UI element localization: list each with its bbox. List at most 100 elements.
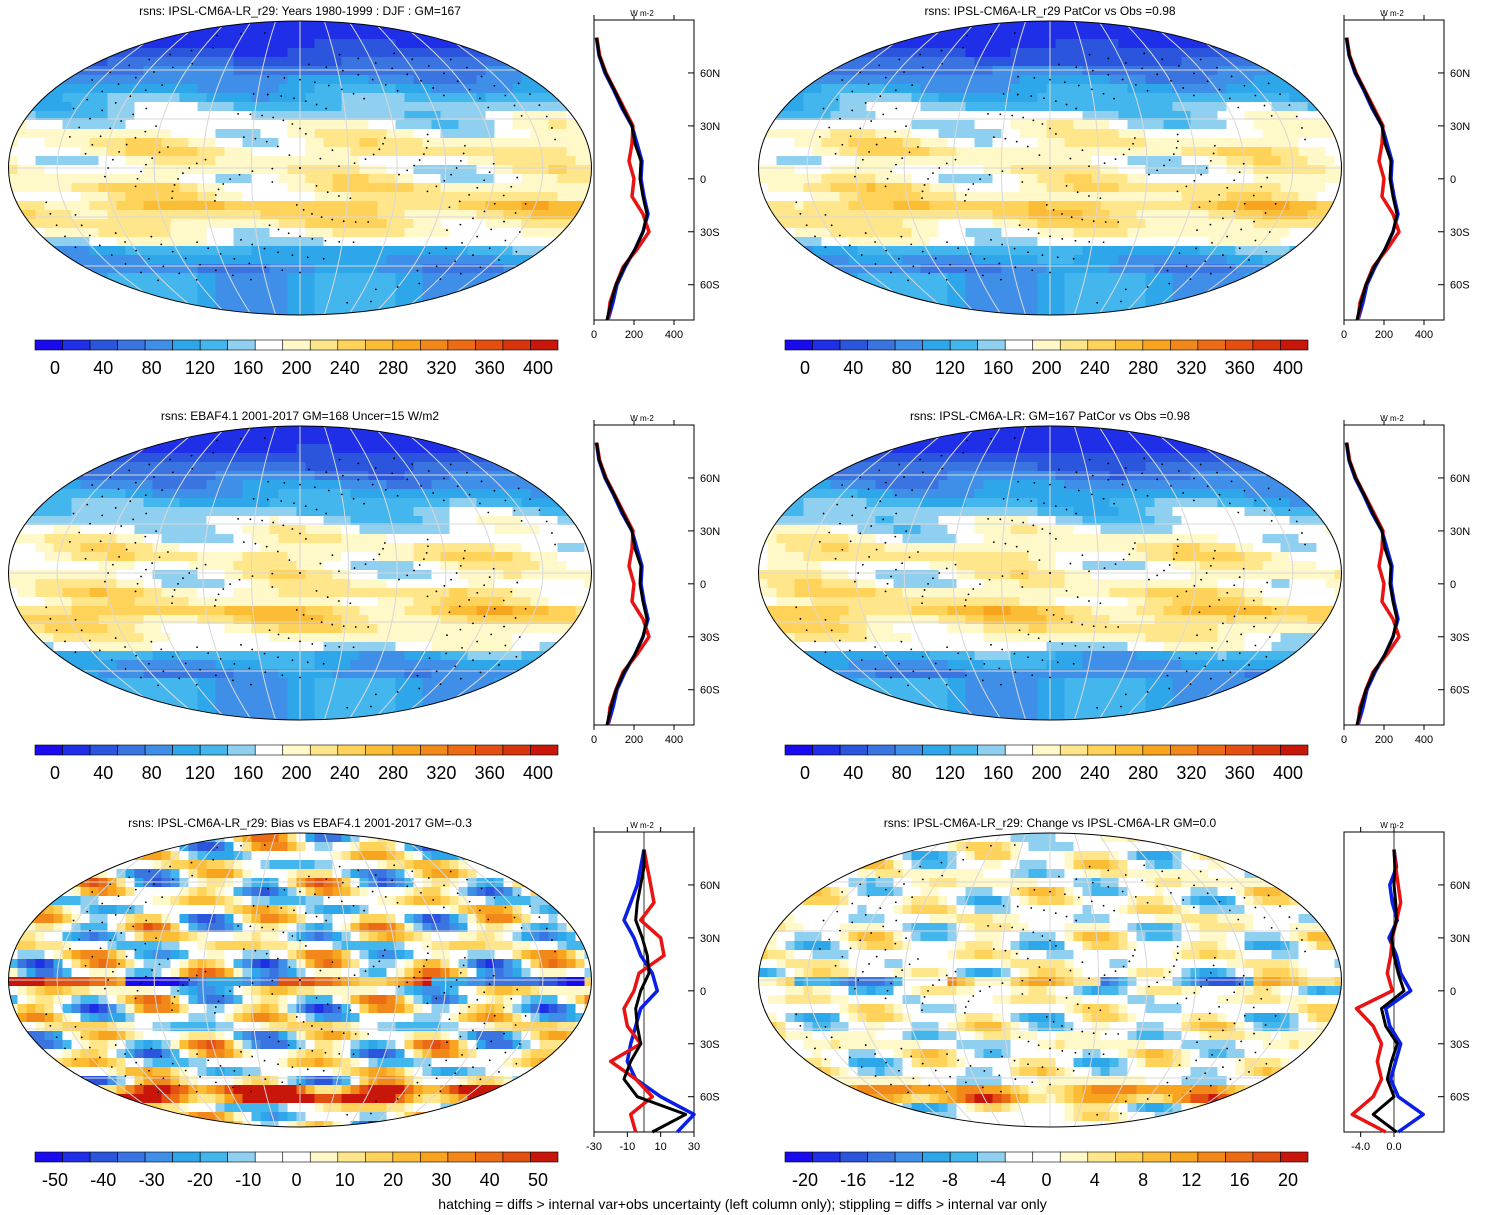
zonal-lat-label: 30N xyxy=(1450,121,1470,133)
footer-note: hatching = diffs > internal var+obs unce… xyxy=(438,1196,1047,1212)
zonal-mean-plot: W m-2 0 200 400 60N 30N 0 30S 60S xyxy=(591,9,720,341)
colorbar-swatch xyxy=(1197,339,1226,351)
colorbar-swatch xyxy=(1087,339,1116,351)
colorbar-swatch xyxy=(420,339,449,351)
colorbar-swatch xyxy=(1252,1151,1281,1163)
map-border xyxy=(758,425,1342,721)
colorbar-tick: 80 xyxy=(142,358,162,378)
colorbar-tick: -20 xyxy=(792,1170,818,1190)
map-border xyxy=(8,425,592,721)
colorbar-tick: 40 xyxy=(480,1170,500,1190)
panel-title: rsns: EBAF4.1 2001-2017 GM=168 Uncer=15 … xyxy=(161,409,439,423)
colorbar-swatch xyxy=(89,744,118,756)
colorbar-swatch xyxy=(1115,744,1144,756)
zonal-units: W m-2 xyxy=(1380,414,1404,423)
zonal-xtick-label: 10 xyxy=(655,1141,667,1153)
zonal-units: W m-2 xyxy=(630,821,654,830)
zonal-xtick-label: -30 xyxy=(586,1141,602,1153)
colorbar-tick: -8 xyxy=(942,1170,958,1190)
map-field xyxy=(758,833,1342,1127)
colorbar-swatch xyxy=(1170,1151,1199,1163)
colorbar-swatch xyxy=(1280,339,1309,351)
zonal-lat-label: 30N xyxy=(700,933,720,945)
colorbar-tick: 200 xyxy=(1031,358,1061,378)
colorbar-swatch xyxy=(475,1151,504,1163)
colorbar-swatch xyxy=(530,1151,559,1163)
colorbar-swatch xyxy=(34,1151,63,1163)
colorbar-swatch xyxy=(227,339,256,351)
colorbar: 0 40 80 120 160 200 240 280 320 360 400 xyxy=(34,744,559,783)
colorbar-swatch xyxy=(1225,744,1254,756)
colorbar-swatch xyxy=(1059,1151,1089,1163)
colorbar-swatch xyxy=(894,744,923,756)
chart-panel-patcor_top: rsns: IPSL-CM6A-LR_r29 PatCor vs Obs =0.… xyxy=(758,4,1470,378)
colorbar-tick: 400 xyxy=(523,763,553,783)
zonal-mean-plot: W m-2 -4.0 0.0 60N 30N 0 30S 60S xyxy=(1343,821,1470,1153)
colorbar-tick: 280 xyxy=(1128,358,1158,378)
zonal-lat-label: 60N xyxy=(1450,68,1470,80)
colorbar-swatch xyxy=(1197,1151,1226,1163)
zonal-lat-label: 30N xyxy=(1450,933,1470,945)
colorbar-tick: 320 xyxy=(426,763,456,783)
zonal-lat-label: 60N xyxy=(1450,473,1470,485)
map-field xyxy=(8,426,592,720)
panel-title: rsns: IPSL-CM6A-LR_r29: Bias vs EBAF4.1 … xyxy=(128,816,472,830)
colorbar-tick: 160 xyxy=(233,763,263,783)
zonal-frame xyxy=(1343,19,1445,321)
colorbar-tick: -4 xyxy=(990,1170,1006,1190)
zonal-frame xyxy=(1343,424,1445,726)
colorbar-swatch xyxy=(949,1151,978,1163)
zonal-xtick-label: 400 xyxy=(1415,329,1433,341)
colorbar-swatch xyxy=(365,339,394,351)
map-field xyxy=(758,21,1342,315)
zonal-lat-label: 60N xyxy=(700,880,720,892)
colorbar-tick: 16 xyxy=(1230,1170,1250,1190)
chart-panel-change: rsns: IPSL-CM6A-LR_r29: Change vs IPSL-C… xyxy=(758,816,1470,1190)
zonal-lat-label: 0 xyxy=(1450,579,1456,591)
colorbar-tick: -30 xyxy=(139,1170,165,1190)
map-border xyxy=(8,832,592,1128)
colorbar-tick: -50 xyxy=(42,1170,68,1190)
colorbar-swatch xyxy=(1225,1151,1254,1163)
colorbar-swatch xyxy=(172,339,201,351)
colorbar-swatch xyxy=(839,1151,868,1163)
colorbar: 0 40 80 120 160 200 240 280 320 360 400 xyxy=(34,339,559,378)
colorbar-swatch xyxy=(420,744,449,756)
colorbar-swatch xyxy=(1032,744,1061,756)
colorbar-swatch xyxy=(1004,744,1034,756)
colorbar-swatch xyxy=(502,339,531,351)
colorbar-swatch xyxy=(62,339,91,351)
zonal-xtick-label: 0 xyxy=(1341,329,1347,341)
colorbar-swatch xyxy=(117,339,146,351)
colorbar-swatch xyxy=(1142,339,1171,351)
colorbar-swatch xyxy=(867,1151,896,1163)
zonal-lat-label: 30N xyxy=(700,121,720,133)
colorbar-swatch xyxy=(365,744,394,756)
colorbar-swatch xyxy=(839,339,868,351)
colorbar-swatch xyxy=(1087,1151,1116,1163)
colorbar-swatch xyxy=(337,1151,366,1163)
colorbar-tick: -20 xyxy=(187,1170,213,1190)
colorbar-tick: 360 xyxy=(1225,763,1255,783)
zonal-line-model xyxy=(622,849,696,1134)
colorbar-swatch xyxy=(1115,1151,1144,1163)
zonal-lat-label: 30N xyxy=(1450,526,1470,538)
colorbar-swatch xyxy=(502,1151,531,1163)
colorbar-tick: 40 xyxy=(843,763,863,783)
colorbar-swatch xyxy=(420,1151,449,1163)
colorbar-tick: 0 xyxy=(800,763,810,783)
colorbar-tick: 0 xyxy=(800,358,810,378)
colorbar-tick: 50 xyxy=(528,1170,548,1190)
zonal-lat-label: 0 xyxy=(1450,986,1456,998)
colorbar-tick: 240 xyxy=(330,358,360,378)
zonal-xtick-label: 0 xyxy=(591,329,597,341)
zonal-lat-label: 60N xyxy=(1450,880,1470,892)
colorbar-swatch xyxy=(812,339,841,351)
colorbar-swatch xyxy=(172,744,201,756)
zonal-line-ensemble xyxy=(595,442,649,726)
colorbar-swatch xyxy=(812,744,841,756)
colorbar-swatch xyxy=(1142,1151,1171,1163)
colorbar-tick: 400 xyxy=(523,358,553,378)
colorbar-swatch xyxy=(144,744,173,756)
chart-panel-ens_mean: rsns: IPSL-CM6A-LR: GM=167 PatCor vs Obs… xyxy=(758,409,1470,783)
